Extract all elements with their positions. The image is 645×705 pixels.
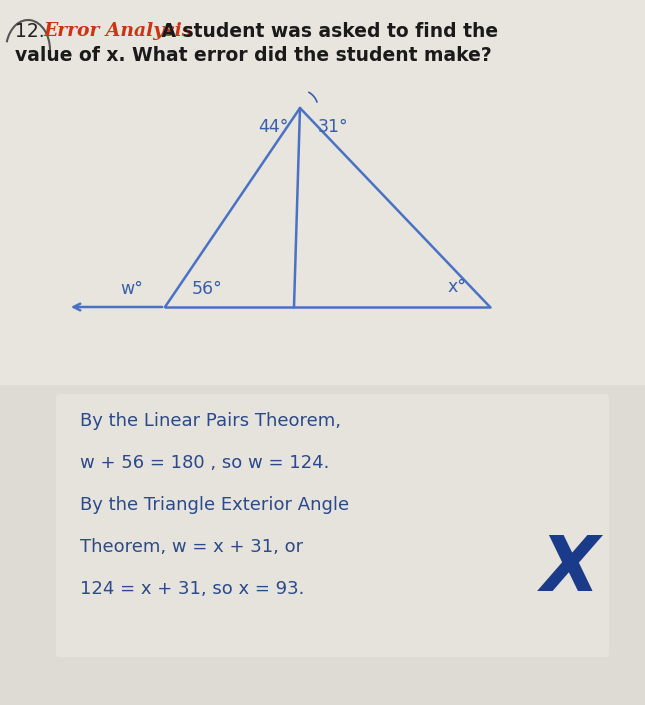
Text: 44°: 44°: [258, 118, 288, 136]
Text: 56°: 56°: [192, 280, 223, 298]
Text: w°: w°: [120, 280, 143, 298]
Text: By the Linear Pairs Theorem,: By the Linear Pairs Theorem,: [80, 412, 341, 430]
FancyBboxPatch shape: [0, 385, 645, 705]
Text: 124 = x + 31, so x = 93.: 124 = x + 31, so x = 93.: [80, 580, 304, 598]
Text: 12.: 12.: [15, 22, 45, 41]
FancyBboxPatch shape: [56, 394, 609, 657]
Text: Error Analysis: Error Analysis: [43, 22, 192, 40]
Text: value of x. What error did the student make?: value of x. What error did the student m…: [15, 46, 491, 65]
Text: A student was asked to find the: A student was asked to find the: [155, 22, 498, 41]
FancyBboxPatch shape: [0, 0, 645, 390]
Text: w + 56 = 180 , so w = 124.: w + 56 = 180 , so w = 124.: [80, 454, 330, 472]
Text: x°: x°: [448, 278, 467, 296]
Text: X: X: [541, 533, 599, 607]
Text: 31°: 31°: [318, 118, 349, 136]
Text: Theorem, w = x + 31, or: Theorem, w = x + 31, or: [80, 538, 303, 556]
Text: By the Triangle Exterior Angle: By the Triangle Exterior Angle: [80, 496, 349, 514]
